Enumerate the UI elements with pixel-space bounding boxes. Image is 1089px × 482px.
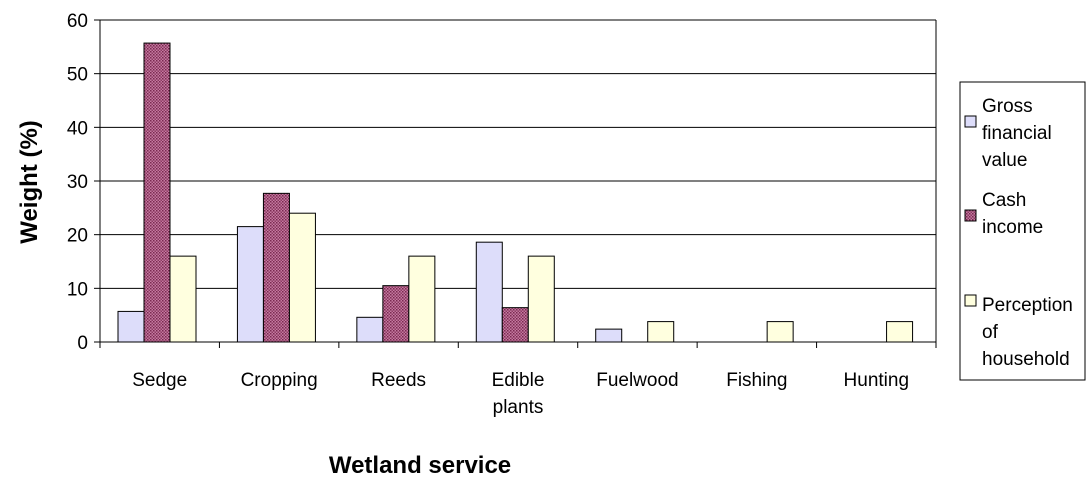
bar — [262, 192, 290, 343]
x-tick-label: Fuelwood — [596, 370, 678, 391]
x-tick-label: Fishing — [726, 370, 787, 391]
legend-label: value — [982, 150, 1027, 171]
bar — [288, 212, 316, 343]
x-tick-label: plants — [493, 397, 544, 418]
axes — [94, 19, 937, 348]
bar — [475, 241, 503, 343]
legend-box — [959, 81, 1086, 381]
y-tick-label: 0 — [77, 333, 88, 354]
legend-label: household — [982, 349, 1070, 370]
x-tick-label: Reeds — [371, 370, 426, 391]
gridlines — [100, 19, 936, 289]
bar — [408, 255, 436, 343]
bar — [501, 307, 529, 343]
legend-swatch — [964, 115, 977, 128]
bar — [886, 321, 914, 343]
legend-label: financial — [982, 123, 1052, 144]
bar — [356, 316, 384, 343]
x-tick-label: Sedge — [132, 370, 187, 391]
legend-label: income — [982, 217, 1043, 238]
legend-label: Perception — [982, 295, 1073, 316]
y-axis-title: Weight (%) — [16, 120, 43, 244]
bar — [117, 310, 145, 343]
legend-swatch — [964, 209, 977, 222]
bar — [169, 255, 197, 343]
bar — [647, 321, 675, 343]
legend-swatch — [964, 294, 977, 307]
legend-label: Gross — [982, 96, 1033, 117]
bar — [382, 285, 410, 343]
bar — [766, 321, 794, 343]
bar — [527, 255, 555, 343]
y-tick-label: 50 — [67, 65, 88, 86]
x-tick-labels: Sedge Cropping Reeds Edible plants Fuelwood Fi… — [132, 370, 909, 418]
x-tick-label: Hunting — [844, 370, 910, 391]
y-tick-label: 20 — [67, 226, 88, 247]
bar — [595, 328, 623, 343]
bars — [117, 42, 914, 343]
bar — [236, 226, 264, 343]
legend-label: of — [982, 322, 999, 343]
y-tick-labels: 0 10 20 30 40 50 60 — [67, 11, 88, 354]
legend-label: Cash — [982, 190, 1026, 211]
y-tick-label: 40 — [67, 118, 88, 139]
x-axis-title: Wetland service — [329, 452, 511, 479]
legend: Gross financial value Cash income Perception o… — [959, 81, 1086, 381]
y-tick-label: 10 — [67, 279, 88, 300]
y-tick-label: 30 — [67, 172, 88, 193]
x-tick-label: Edible — [492, 370, 545, 391]
bar — [143, 42, 171, 343]
y-tick-label: 60 — [67, 11, 88, 32]
x-tick-label: Cropping — [241, 370, 318, 391]
